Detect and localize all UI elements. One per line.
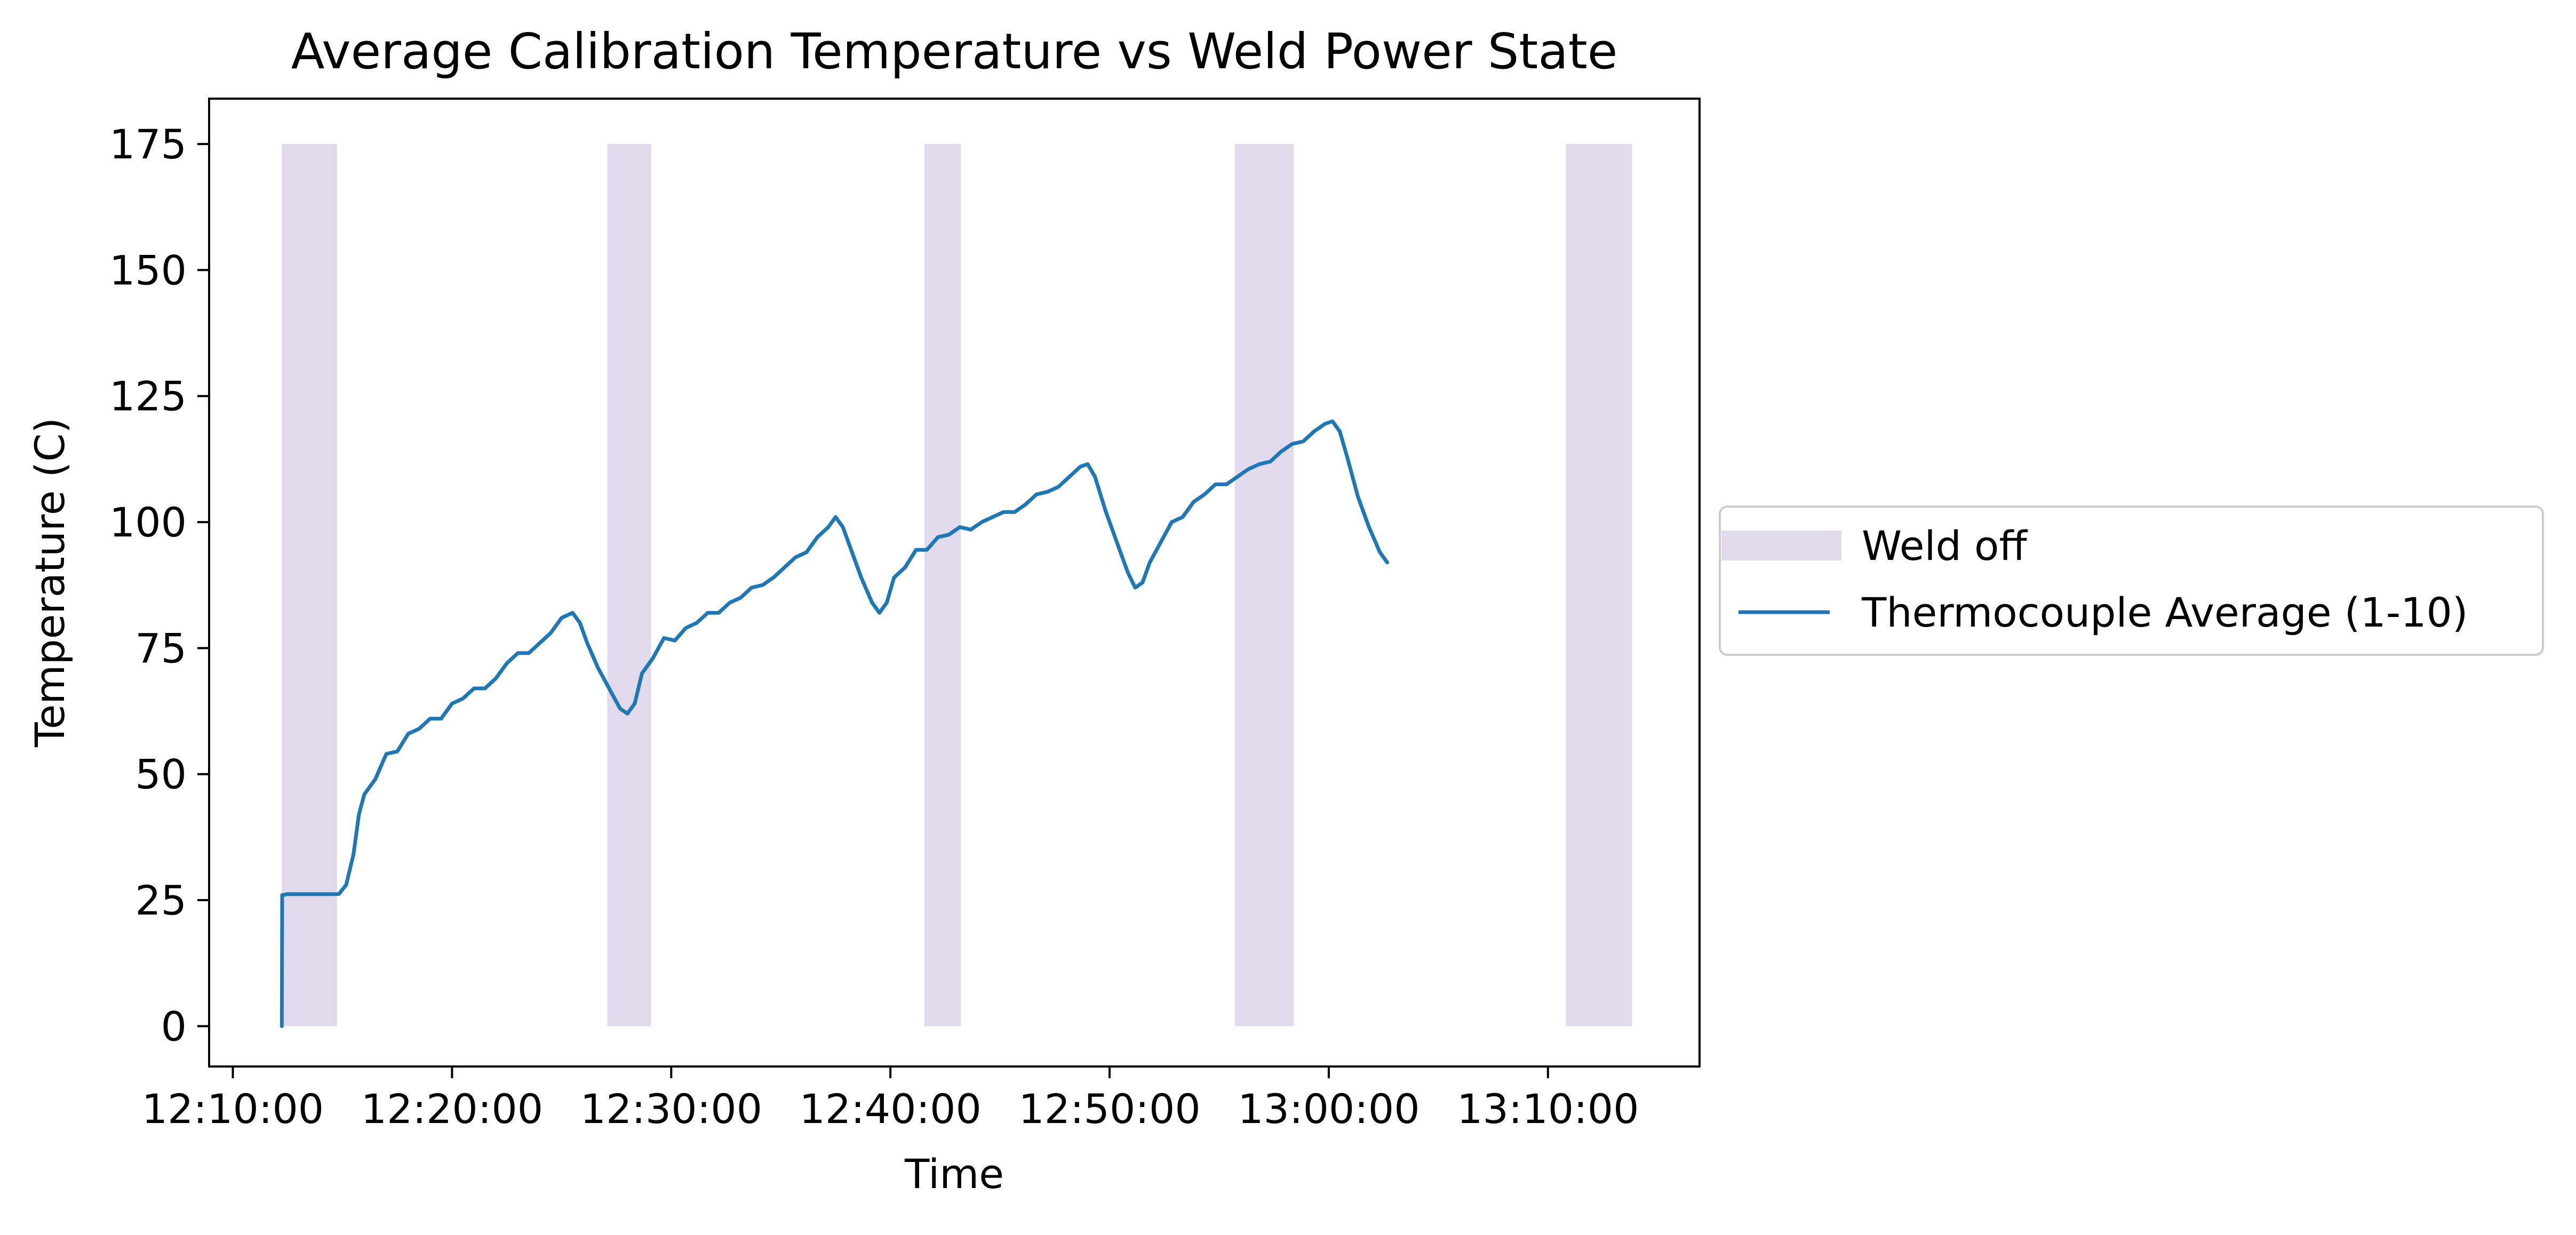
y-tick-label: 75 — [135, 624, 187, 672]
x-axis-label: Time — [904, 1150, 1004, 1198]
legend-label: Thermocouple Average (1-10) — [1861, 589, 2468, 636]
y-tick-label: 25 — [135, 877, 187, 924]
x-tick-label: 12:10:00 — [142, 1085, 324, 1133]
legend-swatch-weld-off — [1721, 531, 1841, 560]
weld-off-region — [924, 144, 961, 1027]
y-tick-label: 125 — [109, 373, 187, 420]
plot-frame — [208, 98, 1701, 1068]
legend-frame — [1719, 506, 2544, 656]
x-axis-ticks: 12:10:00 12:20:00 12:30:00 12:40:00 12:50:00… — [142, 1066, 1639, 1133]
weld-off-region — [1566, 144, 1632, 1027]
y-tick-label: 0 — [161, 1003, 187, 1050]
y-tick-label: 50 — [135, 751, 187, 798]
weld-off-regions — [282, 144, 1632, 1027]
chart-title: Average Calibration Temperature vs Weld … — [291, 23, 1618, 80]
x-tick-label: 12:20:00 — [361, 1085, 543, 1133]
x-tick-label: 12:30:00 — [580, 1085, 762, 1133]
series-line — [280, 419, 1389, 1028]
y-axis-ticks: 0 25 50 75 100 125 150 175 — [109, 121, 209, 1050]
series-lines — [280, 419, 1389, 1028]
legend: Weld off Thermocouple Average (1-10) — [1719, 506, 2544, 656]
weld-off-region — [1234, 144, 1294, 1027]
legend-label: Weld off — [1862, 522, 2028, 570]
y-axis-label: Temperature (C) — [26, 418, 74, 748]
weld-off-region — [282, 144, 337, 1027]
x-tick-label: 13:10:00 — [1457, 1085, 1639, 1133]
x-tick-label: 12:50:00 — [1018, 1085, 1200, 1133]
x-tick-label: 12:40:00 — [799, 1085, 981, 1133]
y-tick-label: 150 — [109, 246, 187, 294]
x-tick-label: 13:00:00 — [1238, 1085, 1419, 1133]
y-tick-label: 175 — [109, 121, 187, 168]
weld-off-region — [607, 144, 651, 1027]
y-tick-label: 100 — [109, 499, 187, 546]
